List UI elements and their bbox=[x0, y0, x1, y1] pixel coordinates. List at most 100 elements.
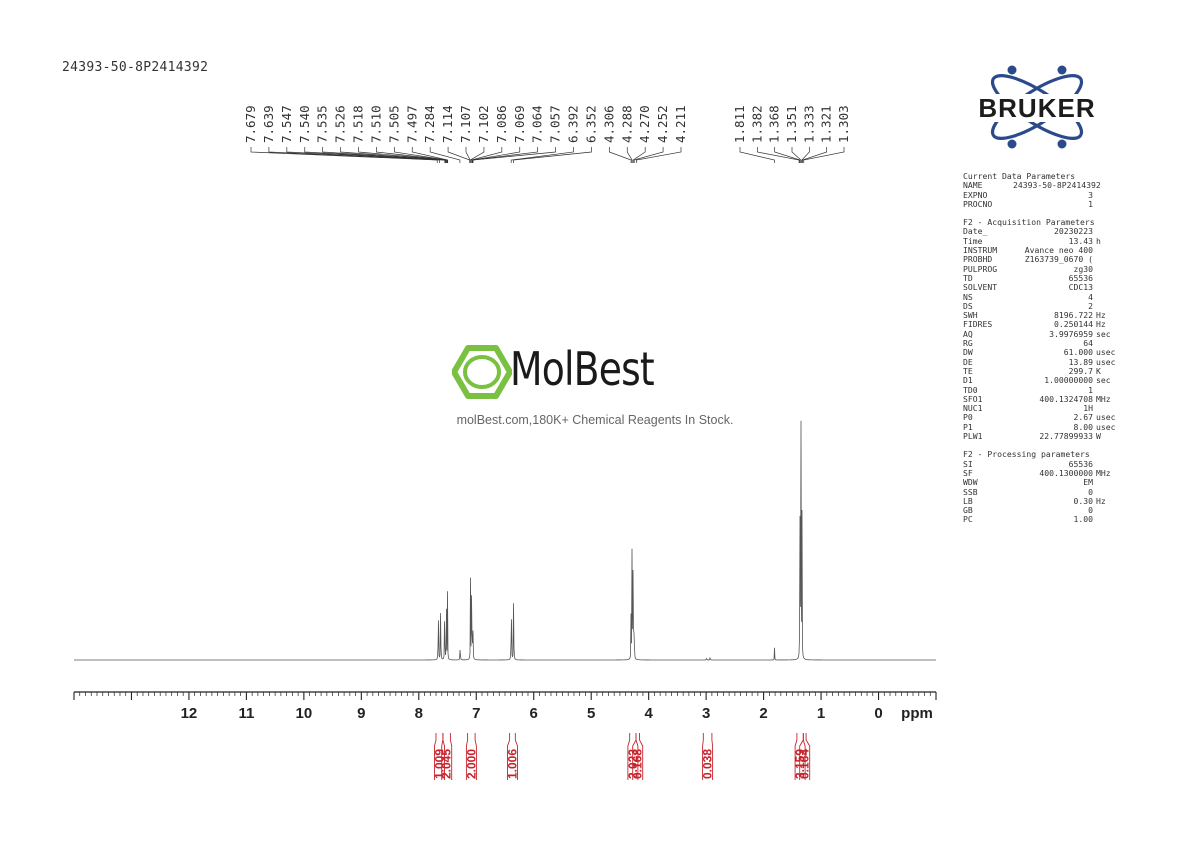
param-key: INSTRUM bbox=[963, 245, 998, 256]
x-tick-label: 12 bbox=[181, 705, 198, 722]
bruker-logo-text: BRUKER bbox=[978, 93, 1095, 123]
param-key: DS bbox=[963, 300, 973, 311]
peak-label: 1.382 bbox=[749, 105, 764, 143]
param-row: TE 299.7 K bbox=[963, 365, 1118, 376]
param-key: P1 bbox=[963, 421, 973, 432]
peak-connector bbox=[739, 147, 775, 163]
param-row: DW 61.000 usec bbox=[963, 347, 1118, 358]
peak-label: 1.811 bbox=[732, 105, 747, 143]
param-row: P0 2.67 usec bbox=[963, 412, 1118, 423]
integral-bracket-line bbox=[507, 733, 518, 780]
param-row: TD 65536 bbox=[963, 273, 1118, 283]
param-value: 400.1300000 bbox=[1039, 467, 1093, 478]
integral-bracket-line bbox=[799, 733, 811, 780]
param-value: 24393-50-8P2414392 bbox=[1013, 180, 1101, 191]
param-row: INSTRUM Avance neo 400 bbox=[963, 245, 1118, 256]
param-unit bbox=[1093, 506, 1118, 515]
param-unit: h bbox=[1096, 235, 1101, 246]
param-value: 3 bbox=[1088, 189, 1093, 200]
peak-label: 1.333 bbox=[801, 105, 816, 143]
x-tick-label: 8 bbox=[415, 705, 423, 722]
peak-label: 6.352 bbox=[583, 105, 598, 143]
param-value: 8.00 bbox=[1073, 421, 1094, 432]
param-row: AQ 3.9976959 sec bbox=[963, 328, 1118, 339]
x-tick-label: 7 bbox=[472, 705, 480, 722]
integral-bracket: 1.006 bbox=[505, 733, 519, 780]
param-key: EXPNO bbox=[963, 189, 988, 200]
param-key: TE bbox=[963, 365, 973, 376]
peak-connector bbox=[429, 147, 461, 163]
peak-label: 7.518 bbox=[351, 105, 366, 143]
param-row: DE 13.89 usec bbox=[963, 356, 1118, 367]
param-unit bbox=[1093, 191, 1118, 200]
param-row: PROCNO 1 bbox=[963, 198, 1118, 209]
param-unit bbox=[1093, 200, 1118, 209]
param-value: 299.7 bbox=[1068, 365, 1093, 376]
param-value: 61.000 bbox=[1063, 347, 1093, 358]
peak-label: 4.288 bbox=[619, 105, 634, 143]
param-value: 4 bbox=[1088, 291, 1093, 302]
peak-label: 7.057 bbox=[548, 105, 563, 143]
param-key: AQ bbox=[963, 328, 973, 339]
param-key: SSB bbox=[963, 486, 978, 497]
peak-label: 7.102 bbox=[476, 105, 491, 143]
param-key: WDW bbox=[963, 477, 978, 488]
param-key: D1 bbox=[963, 375, 973, 386]
param-value: 3.9976959 bbox=[1049, 328, 1093, 339]
param-value: 400.1324708 bbox=[1039, 393, 1093, 404]
peak-label-group: 7.679 7.639 7.547 7.540 7.535 7.526 7.518 7.510… bbox=[243, 105, 851, 143]
param-value: 0 bbox=[1088, 486, 1093, 497]
processing-params-list: SI 65536 SF 400.1300000 MHz WDW EM SSB 0 LB 0.30 Hz… bbox=[963, 459, 1118, 525]
param-value: 13.43 bbox=[1068, 235, 1093, 246]
param-unit: usec bbox=[1096, 421, 1116, 432]
param-key: PROCNO bbox=[963, 198, 993, 209]
peak-connector bbox=[802, 147, 828, 163]
acquisition-params-list: Date_ 20230223 Time 13.43 h INSTRUM Avance neo… bbox=[963, 227, 1118, 441]
param-key: SFO1 bbox=[963, 393, 983, 404]
peak-connector bbox=[340, 147, 447, 163]
param-value: 0 bbox=[1088, 505, 1093, 516]
param-row: P1 8.00 usec bbox=[963, 421, 1118, 432]
param-unit: Hz bbox=[1096, 319, 1106, 330]
peak-label: 7.086 bbox=[494, 105, 509, 143]
integral-bracket: 0.038 bbox=[701, 733, 715, 780]
peak-label: 7.547 bbox=[279, 105, 294, 143]
param-row: SF 400.1300000 MHz bbox=[963, 467, 1118, 478]
peak-connector bbox=[608, 147, 632, 163]
peak-label: 7.526 bbox=[333, 105, 348, 143]
peak-label: 7.535 bbox=[315, 105, 330, 143]
peak-connector bbox=[447, 147, 471, 163]
param-unit bbox=[1101, 181, 1126, 190]
param-key: PULPROG bbox=[963, 263, 998, 274]
param-key: FIDRES bbox=[963, 319, 993, 330]
peak-label: 7.114 bbox=[440, 105, 455, 143]
param-row: LB 0.30 Hz bbox=[963, 496, 1118, 506]
benzene-logo-icon bbox=[452, 345, 512, 399]
x-tick-label: 5 bbox=[587, 705, 595, 722]
param-value: 8196.722 bbox=[1054, 310, 1093, 321]
param-unit: Hz bbox=[1096, 310, 1106, 321]
param-key: DE bbox=[963, 356, 973, 367]
param-value: 1 bbox=[1088, 384, 1093, 395]
peak-label: 7.284 bbox=[422, 105, 437, 143]
param-key: Time bbox=[963, 235, 983, 246]
peak-connector bbox=[510, 147, 574, 163]
peak-label: 7.679 bbox=[243, 105, 258, 143]
acquisition-parameters-panel: Current Data Parameters NAME 24393-50-8P2… bbox=[963, 171, 1118, 525]
x-tick-label: 4 bbox=[644, 705, 653, 722]
param-value: 2.67 bbox=[1073, 412, 1094, 423]
param-row: WDW EM bbox=[963, 477, 1118, 488]
param-unit: sec bbox=[1096, 328, 1111, 339]
param-unit: MHz bbox=[1096, 467, 1111, 478]
param-row: NS 4 bbox=[963, 291, 1118, 302]
param-row: PULPROG zg30 bbox=[963, 263, 1118, 274]
peak-connector-group bbox=[250, 147, 845, 163]
integral-bracket-line bbox=[702, 733, 714, 780]
param-key: SOLVENT bbox=[963, 282, 998, 293]
peak-label: 1.351 bbox=[784, 105, 799, 143]
param-row: NAME 24393-50-8P2414392 bbox=[963, 180, 1118, 191]
param-value: zg30 bbox=[1073, 263, 1094, 274]
watermark-tagline: molBest.com,180K+ Chemical Reagents In S… bbox=[456, 413, 734, 427]
param-value: 1.00000000 bbox=[1044, 375, 1093, 386]
param-row: FIDRES 0.250144 Hz bbox=[963, 319, 1118, 330]
